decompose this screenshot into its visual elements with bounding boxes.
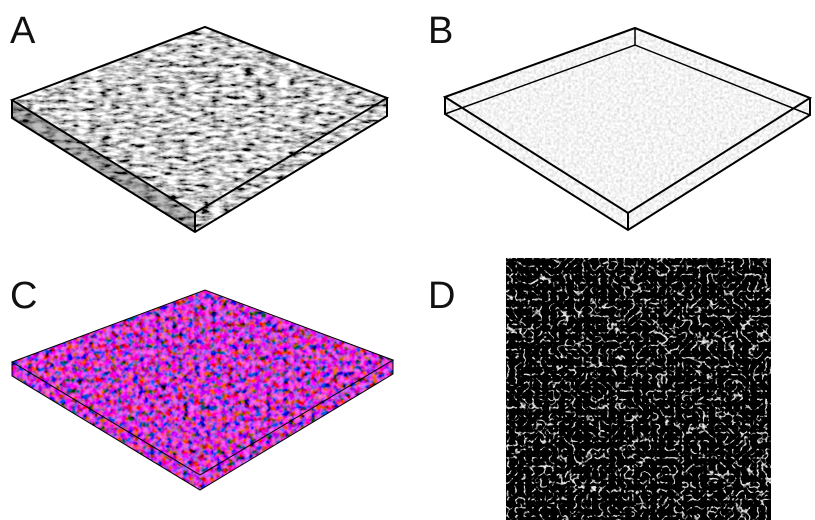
panel-label: D (428, 275, 455, 317)
panel-label: A (10, 10, 36, 52)
panel-d: D (428, 258, 771, 520)
panel-label: B (428, 10, 453, 52)
image-texture (506, 258, 771, 520)
figure: A B C D (0, 0, 815, 520)
panel-b: B (428, 10, 815, 235)
panel-a: A (10, 10, 390, 235)
page: {"panels": [{"label": "A"}, {"label": "B… (0, 0, 815, 520)
panel-label: C (10, 275, 37, 317)
panel-c: C (10, 275, 396, 493)
image-texture (10, 288, 396, 493)
